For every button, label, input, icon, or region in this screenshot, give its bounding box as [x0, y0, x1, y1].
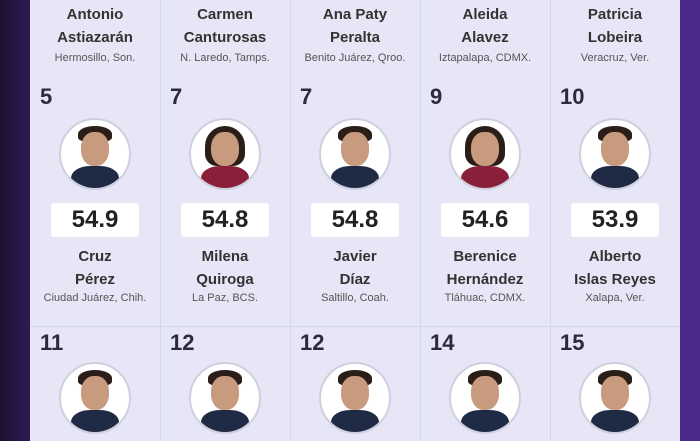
score-box: 54.6 [441, 203, 529, 237]
body [461, 410, 509, 432]
column-divider [290, 72, 421, 441]
column-divider [420, 72, 551, 441]
face [601, 376, 629, 410]
candidate-photo [579, 362, 651, 434]
body [461, 166, 509, 188]
candidate-photo [189, 118, 261, 190]
body [71, 166, 119, 188]
candidate-last-name: Pérez [74, 271, 116, 288]
rank-number: 14 [430, 330, 455, 355]
body [591, 166, 639, 188]
candidate-card-middle: Cruz Pérez Ciudad Juárez, Chih. [30, 245, 160, 304]
candidate-first-name: Milena [201, 248, 249, 265]
candidate-photo [319, 118, 391, 190]
body [201, 410, 249, 432]
body [331, 166, 379, 188]
rank-number: 7 [300, 84, 313, 109]
rank-number: 15 [560, 330, 585, 355]
candidate-last-name: Peralta [329, 29, 381, 46]
rank-number: 11 [40, 330, 64, 355]
candidate-first-name: Javier [333, 248, 377, 265]
face [211, 132, 239, 166]
candidate-city: N. Laredo, Tamps. [180, 52, 270, 64]
candidate-city: Xalapa, Ver. [585, 292, 645, 304]
rank-number: 5 [40, 84, 53, 109]
candidate-card-top: Patricia Lobeira Veracruz, Ver. [550, 0, 680, 73]
candidate-city: Veracruz, Ver. [580, 52, 650, 64]
candidate-photo [59, 362, 131, 434]
score-box: 54.8 [181, 203, 269, 237]
rank-number: 7 [170, 84, 183, 109]
rank-number: 12 [170, 330, 195, 355]
candidate-card-top: Ana Paty Peralta Benito Juárez, Qroo. [290, 0, 421, 73]
candidate-city: Tláhuac, CDMX. [444, 292, 526, 304]
candidate-card-middle: Berenice Hernández Tláhuac, CDMX. [420, 245, 550, 304]
face [601, 132, 629, 166]
candidate-last-name: Lobeira [587, 29, 643, 46]
body [331, 410, 379, 432]
body [591, 410, 639, 432]
candidate-first-name: Berenice [453, 248, 517, 265]
candidate-first-name: Carmen [197, 6, 253, 23]
candidate-last-name: Hernández [446, 271, 524, 288]
candidate-first-name: Cruz [78, 248, 112, 265]
face [81, 376, 109, 410]
candidate-first-name: Antonio [66, 6, 124, 23]
body [201, 166, 249, 188]
body [71, 410, 119, 432]
candidate-last-name: Díaz [339, 271, 371, 288]
candidate-card-top: Carmen Canturosas N. Laredo, Tamps. [160, 0, 291, 73]
candidate-city: Benito Juárez, Qroo. [304, 52, 406, 64]
column-divider [160, 72, 291, 441]
candidate-first-name: Alberto [588, 248, 642, 265]
face [471, 132, 499, 166]
candidate-photo [449, 118, 521, 190]
candidate-card-top: Aleida Alavez Iztapalapa, CDMX. [420, 0, 551, 73]
score-box: 53.9 [571, 203, 659, 237]
rank-number: 9 [430, 84, 443, 109]
column-divider [30, 72, 161, 441]
candidate-last-name: Quiroga [196, 271, 254, 288]
candidate-last-name: Islas Reyes [574, 271, 656, 288]
face [341, 376, 369, 410]
score-box: 54.9 [51, 203, 139, 237]
candidate-card-middle: Milena Quiroga La Paz, BCS. [160, 245, 290, 304]
candidate-first-name: Patricia [587, 6, 643, 23]
candidate-photo [319, 362, 391, 434]
face [341, 132, 369, 166]
face [211, 376, 239, 410]
candidate-last-name: Alavez [461, 29, 509, 46]
candidate-city: Iztapalapa, CDMX. [438, 52, 532, 64]
face [81, 132, 109, 166]
candidate-photo [59, 118, 131, 190]
candidate-first-name: Aleida [462, 6, 508, 23]
candidate-card-top: Antonio Astiazarán Hermosillo, Son. [30, 0, 161, 73]
candidate-photo [579, 118, 651, 190]
candidate-last-name: Astiazarán [57, 29, 133, 46]
candidate-photo [189, 362, 261, 434]
candidate-card-middle: Alberto Islas Reyes Xalapa, Ver. [550, 245, 680, 304]
rank-number: 10 [560, 84, 585, 109]
candidate-city: Ciudad Juárez, Chih. [43, 292, 147, 304]
candidate-city: Hermosillo, Son. [54, 52, 136, 64]
rank-number: 12 [300, 330, 325, 355]
row-divider [30, 326, 680, 327]
candidate-photo [449, 362, 521, 434]
face [471, 376, 499, 410]
candidate-city: La Paz, BCS. [191, 292, 259, 304]
candidate-last-name: Canturosas [183, 29, 267, 46]
candidate-card-middle: Javier Díaz Saltillo, Coah. [290, 245, 420, 304]
candidate-first-name: Ana Paty [322, 6, 388, 23]
score-box: 54.8 [311, 203, 399, 237]
candidate-city: Saltillo, Coah. [321, 292, 389, 304]
